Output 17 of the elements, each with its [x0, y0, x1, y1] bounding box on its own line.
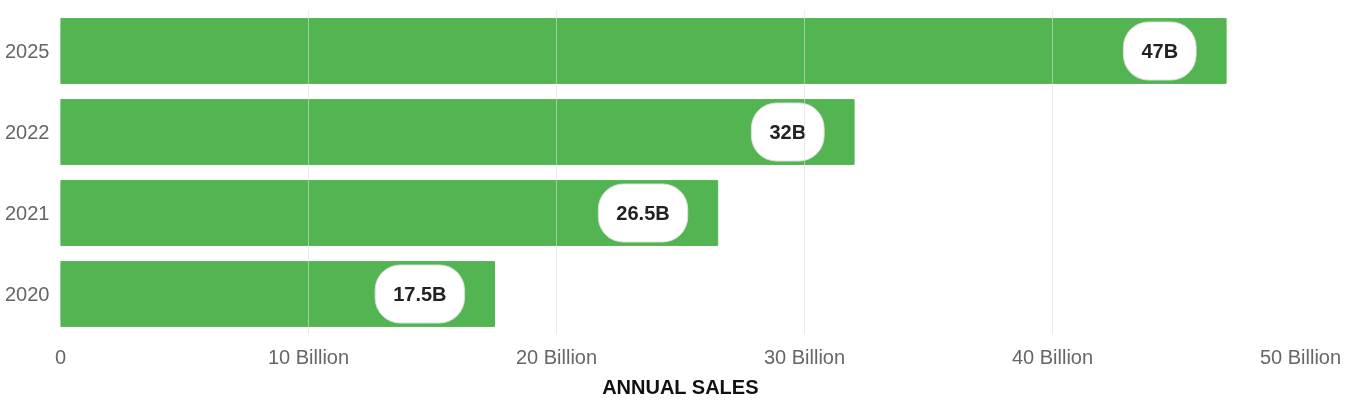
bar	[60, 99, 855, 165]
x-tick-label: 50 Billion	[1259, 345, 1342, 368]
y-tick-label: 2025	[5, 40, 50, 62]
data-label: 17.5B	[393, 283, 447, 305]
y-tick-label: 2021	[5, 202, 50, 224]
bar	[60, 18, 1227, 84]
x-tick-label: 10 Billion	[267, 345, 350, 368]
y-tick-label: 2022	[5, 121, 50, 143]
x-tick-label: 0	[54, 345, 67, 368]
x-axis-title: ANNUAL SALES	[602, 375, 759, 398]
data-label: 32B	[769, 121, 807, 143]
y-tick-label: 2020	[5, 283, 50, 305]
data-label: 47B	[1141, 40, 1179, 62]
x-tick-label: 20 Billion	[515, 345, 598, 368]
x-tick-label: 30 Billion	[763, 345, 846, 368]
x-tick-label: 40 Billion	[1011, 345, 1094, 368]
data-label: 26.5B	[616, 202, 670, 224]
